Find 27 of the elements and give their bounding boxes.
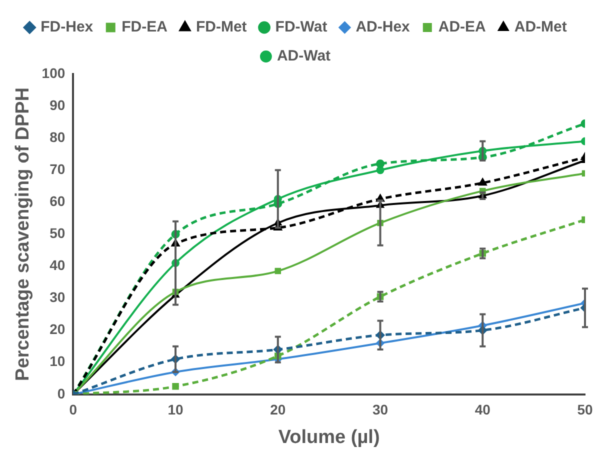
legend-label: AD-Hex [356,18,411,36]
x-tick-label: 30 [372,402,388,418]
y-tick-label: 50 [50,225,66,242]
y-tick-label: 90 [50,96,66,113]
y-tick-label: 40 [50,257,66,274]
legend-label: FD-Hex [40,18,94,36]
x-tick-label: 50 [577,402,593,418]
y-tick-label: 70 [50,160,66,177]
y-tick-label: 0 [57,385,66,402]
legend-label: FD-Wat [275,18,328,36]
x-tick-label: 40 [474,402,491,418]
legend-label: FD-Met [196,18,247,36]
legend-label: AD-EA [438,18,486,36]
y-tick-label: 60 [50,193,66,210]
legend-label: FD-EA [122,18,168,36]
x-tick-label: 20 [270,402,286,418]
x-tick-label: 0 [69,402,78,418]
y-axis-title: Percentage scavenging of DPPH [12,87,34,381]
y-tick-label: 30 [50,289,66,306]
x-tick-label: 10 [168,402,184,418]
legend-label: AD-Met [514,18,567,36]
y-tick-label: 10 [50,353,66,370]
y-tick-label: 100 [42,64,66,81]
y-tick-label: 80 [50,128,66,145]
x-axis-title: Volume (µl) [278,426,380,448]
y-tick-label: 20 [50,321,66,338]
legend-label: AD-Wat [276,48,331,65]
